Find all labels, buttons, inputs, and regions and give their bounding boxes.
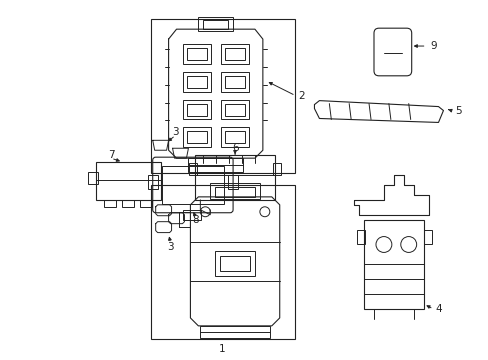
Bar — [272, 163, 280, 175]
Bar — [221, 100, 248, 120]
Bar — [221, 44, 248, 64]
Text: 3: 3 — [167, 243, 174, 252]
Bar — [224, 76, 244, 88]
Text: 2: 2 — [298, 91, 304, 101]
Bar — [88, 172, 98, 184]
Bar — [183, 127, 211, 147]
Bar — [140, 200, 151, 207]
Text: 8: 8 — [192, 215, 198, 225]
Bar — [187, 131, 207, 143]
Bar — [189, 163, 197, 175]
Bar — [150, 185, 294, 339]
Bar — [221, 127, 248, 147]
Text: 7: 7 — [107, 150, 114, 160]
Bar — [215, 187, 254, 197]
Bar — [224, 104, 244, 116]
Bar — [183, 210, 201, 220]
Bar — [187, 76, 207, 88]
Bar — [104, 200, 116, 207]
Bar — [188, 158, 243, 172]
Bar — [195, 155, 274, 200]
Bar — [200, 326, 269, 338]
Bar — [210, 183, 259, 199]
Bar — [224, 48, 244, 60]
Bar — [356, 230, 365, 244]
Bar — [147, 175, 157, 189]
Bar — [215, 251, 254, 276]
Bar — [224, 131, 244, 143]
Bar — [183, 100, 211, 120]
Bar — [187, 48, 207, 60]
Text: 9: 9 — [429, 41, 436, 51]
Bar — [228, 175, 238, 189]
Text: 3: 3 — [172, 127, 179, 138]
Bar — [183, 44, 211, 64]
Bar — [187, 104, 207, 116]
Bar — [221, 72, 248, 92]
Bar — [423, 230, 431, 244]
Text: 4: 4 — [434, 304, 441, 314]
Bar — [364, 220, 423, 309]
Text: 5: 5 — [454, 105, 461, 116]
Bar — [96, 162, 161, 200]
Bar — [150, 19, 294, 173]
Text: 6: 6 — [231, 143, 238, 153]
Bar — [183, 72, 211, 92]
Bar — [203, 20, 228, 29]
Bar — [162, 166, 224, 204]
Text: 1: 1 — [219, 344, 225, 354]
Bar — [198, 17, 233, 31]
Bar — [220, 256, 249, 271]
Bar — [122, 200, 134, 207]
